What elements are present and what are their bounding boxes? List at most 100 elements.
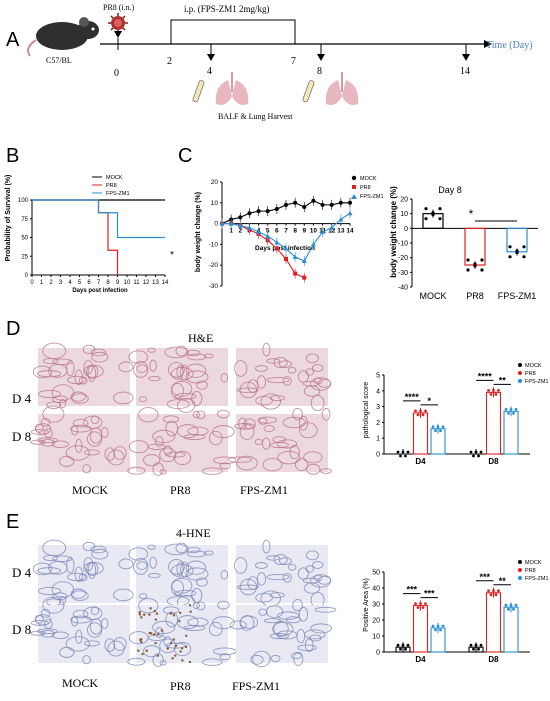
he-texture	[46, 401, 62, 410]
he-texture	[148, 376, 161, 382]
ihc-texture	[72, 609, 89, 619]
he-texture	[239, 424, 255, 440]
positive-area-dot	[487, 589, 490, 593]
positive-area-dot	[479, 643, 483, 647]
survival-x-tick-label: 11	[133, 280, 140, 286]
positive-area-legend-label: FPS-ZM1	[525, 576, 549, 582]
pathology-dot	[477, 454, 480, 458]
survival-y-tick-label: 75	[21, 217, 28, 223]
he-texture	[70, 424, 92, 433]
ihc-texture	[152, 653, 164, 667]
tick-day-0: 0	[114, 68, 119, 79]
ihc-texture	[192, 601, 200, 609]
ihc-stain	[142, 613, 146, 616]
he-texture	[155, 436, 164, 447]
ihc-texture	[70, 588, 86, 599]
he-texture	[30, 429, 49, 435]
weight-x-tick-label: 9	[302, 228, 306, 235]
weight-point-mock	[274, 207, 279, 212]
survival-y-tick-label: 25	[21, 254, 28, 260]
weight-point-fps	[246, 225, 252, 230]
he-texture	[104, 447, 116, 462]
ihc-texture	[256, 572, 267, 586]
positive-area-x-label: D8	[488, 655, 499, 664]
he-texture	[173, 450, 192, 466]
pathology-y-tick-label: 2	[376, 420, 380, 427]
panel-label-e: E	[6, 511, 19, 533]
he-texture	[165, 420, 178, 437]
he-texture	[269, 395, 285, 402]
he-texture	[287, 366, 297, 374]
positive-area-dot	[396, 643, 400, 647]
ihc-texture	[273, 620, 289, 637]
ihc-stain	[171, 657, 174, 660]
survival-y-tick-label: 0	[25, 273, 29, 279]
positive-area-y-tick-label: 10	[372, 634, 380, 641]
positive-area-dot	[472, 647, 475, 651]
ihc-texture	[234, 557, 248, 574]
pathology-dot	[487, 388, 490, 392]
hne-col-mock: MOCK	[62, 676, 98, 690]
weight-line-fps-zm1	[222, 212, 351, 262]
pathology-bar-pr8	[412, 412, 429, 455]
ihc-texture	[173, 641, 192, 657]
pathology-legend-marker	[518, 371, 522, 375]
weight-point-mock	[329, 202, 334, 207]
positive-area-legend-marker	[518, 560, 522, 564]
he-texture	[266, 358, 281, 364]
mouse-strain-label: C57/BL	[46, 56, 72, 65]
ihc-texture	[170, 563, 194, 578]
ihc-tile	[234, 539, 332, 609]
positive-area-dot	[414, 602, 417, 605]
day8-dot	[480, 258, 484, 262]
ihc-texture	[282, 573, 292, 583]
pathology-dot	[434, 429, 437, 433]
positive-area-dot	[431, 624, 435, 628]
weight-point-pr8	[302, 275, 307, 280]
ihc-texture	[52, 555, 73, 562]
positive-area-significance: **	[499, 576, 507, 586]
positive-area-dot	[469, 643, 473, 647]
positive-area-dot	[507, 607, 510, 611]
ihc-texture	[305, 565, 315, 573]
weight-point-mock	[256, 209, 261, 214]
day8-y-tick-label: -30	[398, 270, 408, 277]
weight-point-fps	[274, 239, 280, 245]
ihc-texture	[65, 636, 90, 652]
he-texture	[262, 458, 283, 472]
survival-y-tick-label: 50	[21, 236, 28, 242]
he-title: H&E	[188, 331, 213, 345]
pathology-dot	[424, 409, 427, 413]
he-texture	[128, 350, 149, 364]
positive-area-dot	[504, 603, 508, 607]
ihc-texture	[252, 650, 271, 668]
positive-area-dot	[514, 603, 518, 607]
ihc-stain	[169, 612, 173, 615]
positive-area-bar-pr8	[485, 592, 502, 653]
weight-x-tick-label: 7	[284, 228, 288, 235]
he-texture	[59, 455, 75, 467]
ihc-texture	[296, 628, 306, 644]
weight-point-pr8	[274, 246, 279, 251]
ihc-texture	[185, 567, 209, 581]
weight-point-fps	[347, 210, 353, 216]
he-texture	[147, 347, 156, 353]
positive-area-chart: Positive Area (%) 0 10 20 30 40 50 D4 *** *** D8 *…	[363, 560, 549, 664]
he-texture	[176, 424, 199, 439]
treatment-bracket	[170, 19, 296, 30]
tick-day-2: 2	[167, 56, 172, 67]
he-texture	[234, 423, 256, 430]
weight-point-mock	[265, 209, 270, 214]
survival-x-tick-label: 10	[124, 280, 131, 286]
ihc-texture	[155, 627, 164, 638]
pathology-legend-marker	[518, 363, 522, 367]
he-texture	[72, 418, 89, 428]
ihc-texture	[82, 655, 91, 665]
weight-point-mock	[348, 200, 352, 205]
pathology-dot	[489, 392, 493, 396]
he-texture	[273, 357, 288, 369]
he-texture	[302, 380, 320, 387]
ihc-stain	[189, 610, 192, 613]
he-texture	[236, 455, 258, 471]
ihc-tile	[127, 598, 237, 667]
